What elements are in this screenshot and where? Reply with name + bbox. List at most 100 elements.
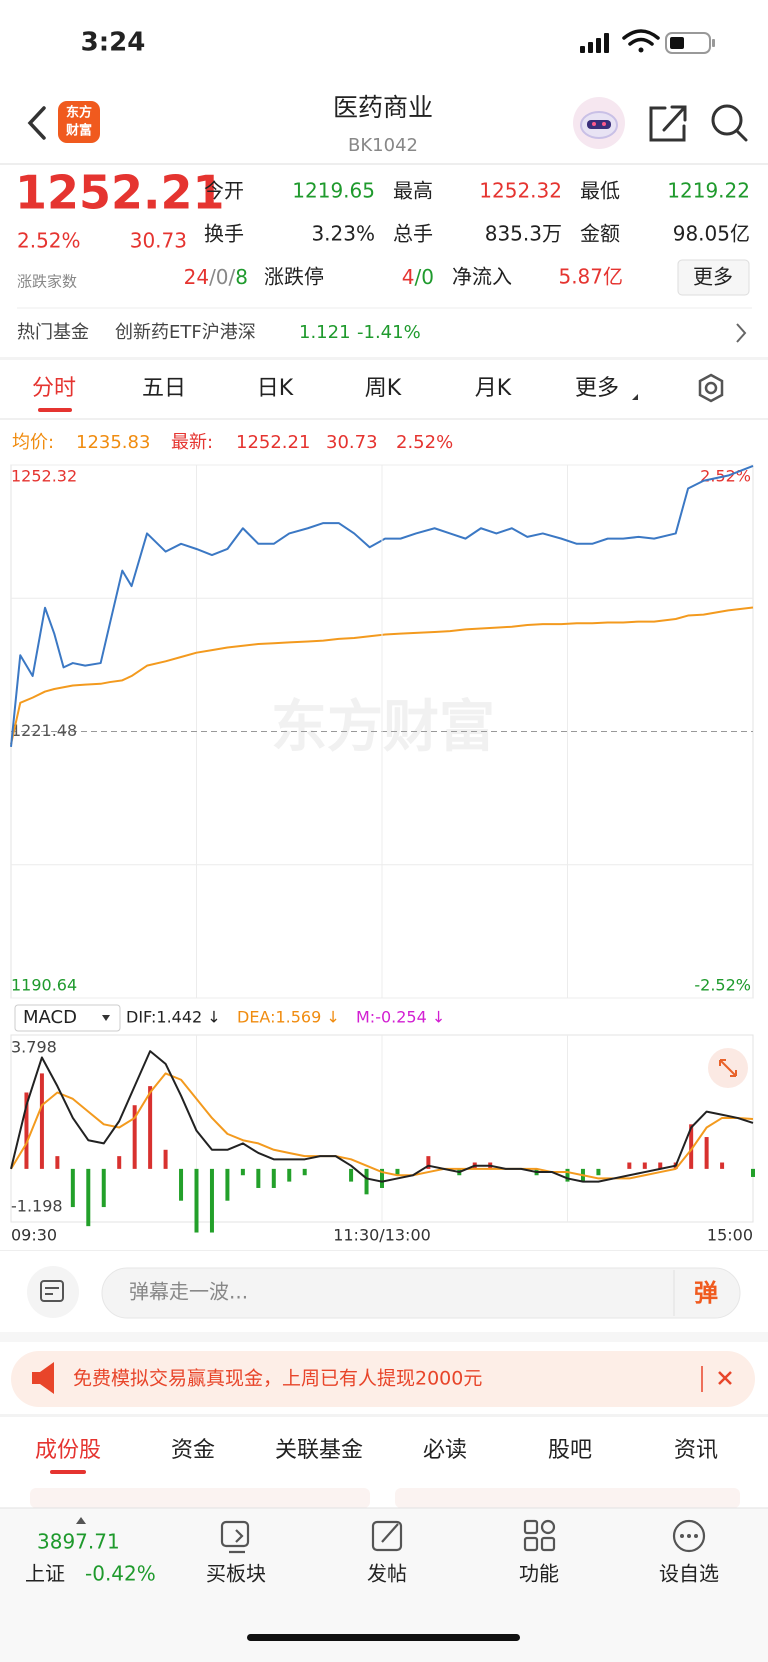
breadth: 24/0/8 <box>184 265 248 289</box>
index-name[interactable]: 上证 <box>25 1562 65 1586</box>
macd-bar <box>55 1156 60 1169</box>
macd-bar <box>24 1092 29 1169</box>
more-button[interactable] <box>677 259 750 296</box>
promo-text[interactable]: 免费模拟交易赢真现金，上周已有人提现2000元 <box>73 1368 482 1390</box>
comment-input[interactable] <box>101 1267 741 1319</box>
more-button-label[interactable]: 更多 <box>693 265 733 289</box>
nav-label[interactable]: 功能 <box>519 1562 559 1586</box>
macd-bar <box>101 1168 106 1208</box>
home-indicator <box>247 1634 520 1641</box>
field-label: 净流入 <box>452 265 512 289</box>
share-button[interactable] <box>649 105 687 142</box>
macd-bar <box>364 1168 369 1195</box>
field-value: 1219.22 <box>667 179 750 203</box>
settings-button[interactable] <box>698 373 724 403</box>
macd-bar <box>720 1162 725 1169</box>
indicator-selector[interactable] <box>14 1004 121 1032</box>
macd-chart: 09:30 11:30/13:00 15:00 3.798 -1.198 <box>10 465 755 1245</box>
nav-label[interactable]: 买板块 <box>206 1562 266 1586</box>
section-tab[interactable]: 关联基金 <box>275 1438 363 1463</box>
macd-bar <box>86 1168 91 1227</box>
limit-counts: 4/0 <box>402 265 434 289</box>
section-tab[interactable]: 必读 <box>423 1438 467 1463</box>
average-line <box>10 606 754 745</box>
macd-bar <box>256 1168 261 1188</box>
last-change-pct: 2.52% <box>396 432 453 453</box>
change-pct: 2.52% <box>17 229 81 253</box>
nav-icon[interactable] <box>672 1519 706 1553</box>
index-value[interactable]: 3897.71 <box>37 1530 120 1554</box>
indicator-name[interactable]: MACD <box>23 1007 77 1028</box>
chart-tab[interactable]: 日K <box>257 376 294 401</box>
app-logo[interactable] <box>58 101 100 143</box>
y-tick-label: 1190.64 <box>11 976 77 995</box>
nav-icon[interactable] <box>371 1520 403 1552</box>
unchanged: /0/ <box>209 265 235 289</box>
card-edge <box>30 1488 370 1508</box>
breadth-label: 涨跌家数 <box>17 273 77 291</box>
section-tab[interactable]: 资讯 <box>674 1438 718 1463</box>
limit-up: 4 <box>402 265 415 289</box>
fund-change: -1.41% <box>357 322 421 343</box>
nav-icon[interactable] <box>220 1520 250 1554</box>
section-tab[interactable]: 股吧 <box>548 1438 592 1463</box>
fund-label: 热门基金 <box>17 322 89 343</box>
chart-tab[interactable]: 周K <box>365 376 402 401</box>
macd-bar <box>117 1156 122 1169</box>
dea-legend: DEA:1.569 ↓ <box>237 1008 340 1027</box>
battery-icon <box>665 32 715 54</box>
assistant-avatar[interactable] <box>573 97 625 149</box>
nav-label[interactable]: 发帖 <box>367 1562 407 1586</box>
last-value: 1252.21 <box>236 432 310 453</box>
chart-tab[interactable]: 月K <box>475 376 512 401</box>
y-tick-label: 3.798 <box>11 1038 57 1057</box>
index-change[interactable]: -0.42% <box>85 1562 156 1586</box>
chart-tab[interactable]: 分时 <box>32 376 76 401</box>
field-value: 835.3万 <box>485 222 562 246</box>
megaphone-icon <box>32 1362 54 1394</box>
tab-indicator <box>38 408 72 412</box>
macd-bar <box>751 1168 755 1177</box>
dropdown-arrow <box>102 1015 110 1021</box>
promo-banner[interactable] <box>11 1351 755 1407</box>
close-button[interactable] <box>718 1371 732 1385</box>
status-time: 3:24 <box>81 28 146 58</box>
chart-tab[interactable]: 更多 <box>575 376 619 401</box>
chevron[interactable] <box>736 323 747 343</box>
section-tab[interactable]: 成份股 <box>35 1438 101 1463</box>
comment-placeholder[interactable]: 弹幕走一波... <box>129 1280 248 1304</box>
macd-bar <box>287 1168 292 1182</box>
macd-bar <box>302 1168 307 1176</box>
expand-button[interactable] <box>708 1048 748 1088</box>
expand-arrow[interactable] <box>76 1517 86 1524</box>
back-button[interactable] <box>27 106 46 140</box>
danmaku-button[interactable]: 弹 <box>694 1279 718 1307</box>
y2-tick-label: -2.52% <box>694 976 751 995</box>
fund-name[interactable]: 创新药ETF沪港深 <box>115 322 256 343</box>
danmaku-settings[interactable] <box>27 1266 79 1318</box>
last-label: 最新: <box>171 432 213 453</box>
nav-label[interactable]: 设自选 <box>659 1562 719 1586</box>
macd-bar <box>132 1105 137 1169</box>
chart-tab[interactable]: 五日 <box>142 376 186 401</box>
macd-bar <box>565 1168 570 1182</box>
macd-bar <box>704 1137 709 1169</box>
limit-down: /0 <box>415 265 434 289</box>
macd-bar <box>209 1168 214 1233</box>
search-button[interactable] <box>711 104 748 142</box>
x-tick-label: 15:00 <box>707 1226 753 1245</box>
dif-legend: DIF:1.442 ↓ <box>126 1008 221 1027</box>
last-change: 30.73 <box>326 432 378 453</box>
section-tab[interactable]: 资金 <box>171 1438 215 1463</box>
field-value: 1219.65 <box>292 179 375 203</box>
logo-text: 财富 <box>66 123 92 139</box>
field-label: 今开 <box>204 179 244 203</box>
divider <box>0 1332 768 1342</box>
macd-bar <box>627 1162 632 1169</box>
card-edge <box>395 1488 740 1508</box>
nav-icon[interactable] <box>523 1519 556 1552</box>
macd-bar <box>642 1162 647 1169</box>
field-label: 总手 <box>393 222 433 246</box>
